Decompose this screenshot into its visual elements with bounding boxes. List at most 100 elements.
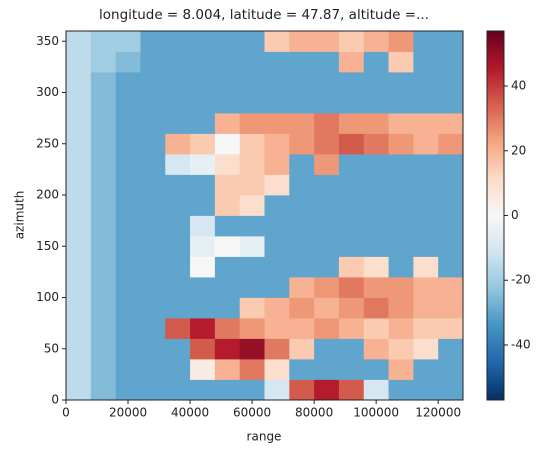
heatmap-cell: [214, 215, 241, 237]
heatmap-cell: [413, 72, 439, 93]
heatmap-cell: [140, 154, 166, 175]
heatmap-cell: [90, 154, 117, 175]
heatmap-cell: [214, 195, 241, 216]
heatmap-cell: [438, 51, 464, 73]
heatmap-cell: [115, 72, 141, 93]
y-tick-label: 150: [36, 239, 59, 253]
heatmap-cell: [140, 359, 166, 380]
heatmap-cell: [338, 195, 365, 216]
heatmap-cell: [115, 379, 141, 401]
heatmap-cell: [140, 195, 166, 216]
heatmap-cell: [264, 256, 290, 278]
heatmap-cell: [140, 277, 166, 298]
heatmap-cell: [90, 379, 117, 401]
colorbar: [486, 30, 505, 401]
heatmap-cell: [338, 133, 365, 155]
heatmap-cell: [363, 277, 389, 298]
heatmap-cell: [165, 236, 191, 257]
heatmap-cell: [115, 277, 141, 298]
heatmap-cell: [363, 338, 389, 360]
y-tick-label: 100: [36, 290, 59, 304]
x-tick-label: 120000: [415, 406, 461, 420]
heatmap-cell: [190, 195, 216, 216]
heatmap-cell: [289, 154, 315, 175]
heatmap-cell: [438, 236, 464, 257]
y-tick-label: 200: [36, 188, 59, 202]
heatmap-cell: [314, 72, 340, 93]
heatmap-cell: [338, 379, 365, 401]
heatmap-cell: [66, 256, 92, 278]
heatmap-cell: [413, 338, 439, 360]
heatmap-cell: [165, 31, 191, 52]
heatmap-cell: [413, 297, 439, 319]
heatmap-cell: [115, 338, 141, 360]
heatmap-cell: [90, 215, 117, 237]
heatmap-cell: [289, 236, 315, 257]
heatmap-cell: [140, 113, 166, 134]
heatmap-cell: [413, 256, 439, 278]
heatmap-cell: [363, 154, 389, 175]
heatmap-cell: [214, 256, 241, 278]
y-tick-label: 50: [44, 341, 59, 355]
heatmap-cell: [165, 92, 191, 114]
heatmap-cell: [239, 113, 265, 134]
heatmap-cell: [190, 174, 216, 196]
heatmap-cell: [264, 379, 290, 401]
heatmap-cell: [214, 154, 241, 175]
heatmap-cell: [388, 359, 414, 380]
heatmap-cell: [190, 256, 216, 278]
heatmap-cell: [115, 236, 141, 257]
heatmap-cell: [239, 51, 265, 73]
heatmap-cell: [438, 297, 464, 319]
heatmap-cell: [413, 51, 439, 73]
heatmap-cell: [214, 318, 241, 339]
heatmap-cell: [90, 297, 117, 319]
heatmap-cell: [338, 297, 365, 319]
x-tick-label: 80000: [295, 406, 333, 420]
heatmap-cell: [90, 195, 117, 216]
heatmap-cell: [66, 236, 92, 257]
heatmap-cell: [90, 174, 117, 196]
heatmap-cell: [314, 359, 340, 380]
colorbar-tick-label: 20: [511, 143, 526, 157]
heatmap-cell: [90, 51, 117, 73]
heatmap-cell: [413, 174, 439, 196]
heatmap-cell: [239, 31, 265, 52]
heatmap-cell: [190, 359, 216, 380]
heatmap-cell: [289, 256, 315, 278]
heatmap-cell: [314, 277, 340, 298]
heatmap-cell: [140, 215, 166, 237]
heatmap-cell: [66, 72, 92, 93]
heatmap-cell: [314, 215, 340, 237]
heatmap-cell: [363, 297, 389, 319]
heatmap-cell: [66, 113, 92, 134]
y-tick-label: 0: [51, 393, 59, 407]
heatmap-cell: [314, 338, 340, 360]
heatmap-cell: [239, 133, 265, 155]
heatmap-cell: [363, 379, 389, 401]
heatmap-cell: [264, 318, 290, 339]
heatmap-cell: [314, 174, 340, 196]
heatmap-cell: [438, 113, 464, 134]
heatmap-cell: [140, 236, 166, 257]
heatmap-cell: [66, 195, 92, 216]
heatmap-cell: [66, 154, 92, 175]
heatmap-cell: [438, 195, 464, 216]
heatmap-cell: [264, 31, 290, 52]
heatmap-cell: [438, 277, 464, 298]
heatmap-cell: [214, 236, 241, 257]
heatmap-cell: [388, 318, 414, 339]
heatmap-cell: [289, 338, 315, 360]
heatmap-cell: [190, 277, 216, 298]
heatmap-cell: [264, 72, 290, 93]
heatmap-cell: [413, 359, 439, 380]
heatmap-cell: [140, 174, 166, 196]
heatmap-cell: [314, 195, 340, 216]
heatmap-cell: [239, 379, 265, 401]
heatmap-cell: [115, 174, 141, 196]
heatmap-cell: [190, 72, 216, 93]
heatmap-cell: [363, 215, 389, 237]
heatmap-cell: [438, 338, 464, 360]
heatmap-cell: [363, 92, 389, 114]
heatmap-cell: [338, 338, 365, 360]
